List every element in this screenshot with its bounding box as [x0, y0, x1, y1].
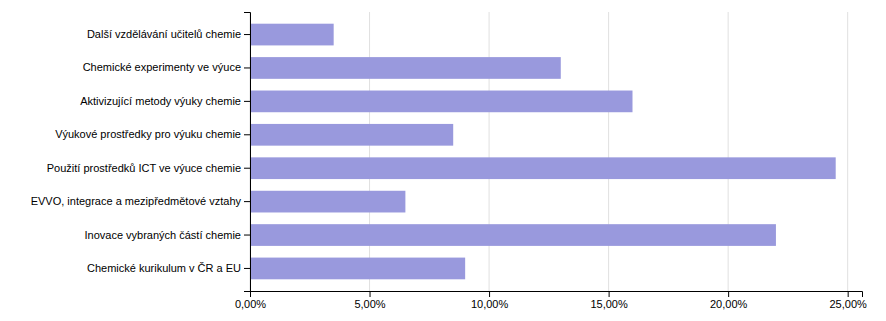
y-tick: Inovace vybraných částí chemie	[84, 229, 250, 241]
y-tick-label: Inovace vybraných částí chemie	[84, 229, 241, 241]
bar	[250, 57, 561, 79]
y-tick-label: EVVO, integrace a mezipředmětové vztahy	[31, 195, 242, 207]
plot: 0,00% 5,00% 10,00% 15,00% 20,00% 25,00% Chemic…	[31, 12, 867, 310]
x-tick: 15,00%	[590, 291, 628, 310]
chart-svg: 0,00% 5,00% 10,00% 15,00% 20,00% 25,00% Chemic…	[0, 0, 886, 321]
bars	[250, 24, 836, 280]
x-tick: 10,00%	[471, 291, 509, 310]
grid-line	[489, 12, 490, 291]
x-tick-label: 10,00%	[471, 298, 509, 310]
y-tick: EVVO, integrace a mezipředmětové vztahy	[31, 195, 250, 207]
y-tick-mark	[244, 235, 250, 236]
x-tick-label: 0,00%	[235, 298, 266, 310]
x-tick-mark	[489, 291, 490, 297]
bar	[250, 157, 836, 179]
y-tick: Aktivizující metody výuky chemie	[80, 95, 250, 107]
y-tick-mark	[244, 34, 250, 35]
bar	[250, 191, 405, 213]
y-tick-label: Chemické experimenty ve výuce	[83, 61, 241, 73]
bar	[250, 91, 633, 113]
y-tick-mark	[244, 201, 250, 202]
bar	[250, 24, 334, 46]
grid-line	[728, 12, 729, 291]
y-tick: Použití prostředků ICT ve výuce chemie	[47, 162, 250, 174]
y-tick-mark	[244, 168, 250, 169]
grid	[250, 12, 848, 291]
x-tick-mark	[728, 291, 729, 297]
y-tick-mark	[244, 101, 250, 102]
y-tick: Výukové prostředky pro výuku chemie	[55, 128, 250, 140]
y-tick-label: Výukové prostředky pro výuku chemie	[55, 128, 241, 140]
x-tick-label: 15,00%	[590, 298, 628, 310]
x-tick-mark	[370, 291, 371, 297]
x-tick-label: 5,00%	[354, 298, 385, 310]
x-tick: 5,00%	[354, 291, 385, 310]
y-tick: Chemické kurikulum v ČR a EU	[87, 262, 250, 274]
y-tick-label: Použití prostředků ICT ve výuce chemie	[47, 162, 241, 174]
x-tick: 0,00%	[235, 291, 266, 310]
grid-line	[608, 12, 609, 291]
grid-line	[369, 12, 370, 291]
x-tick: 20,00%	[710, 291, 748, 310]
x-tick-mark	[609, 291, 610, 297]
x-tick: 25,00%	[830, 291, 868, 310]
chart-container: 0,00% 5,00% 10,00% 15,00% 20,00% 25,00% Chemic…	[0, 0, 886, 321]
y-tick-label: Další vzdělávání učitelů chemie	[87, 28, 241, 40]
y-tick-mark	[244, 67, 250, 68]
x-tick-mark	[848, 291, 849, 297]
bar	[250, 124, 453, 146]
y-axis-line	[244, 13, 251, 292]
bar	[250, 258, 465, 280]
grid-line	[847, 12, 848, 291]
y-axis: Chemické kurikulum v ČR a EU Inovace vybr…	[31, 13, 251, 292]
y-tick-mark	[244, 134, 250, 135]
x-axis: 0,00% 5,00% 10,00% 15,00% 20,00% 25,00%	[235, 291, 867, 310]
x-tick-label: 25,00%	[830, 298, 868, 310]
y-tick: Další vzdělávání učitelů chemie	[87, 28, 250, 40]
y-tick: Chemické experimenty ve výuce	[83, 61, 250, 73]
y-tick-label: Aktivizující metody výuky chemie	[80, 95, 241, 107]
y-tick-mark	[244, 268, 250, 269]
y-tick-label: Chemické kurikulum v ČR a EU	[87, 262, 241, 274]
x-tick-label: 20,00%	[710, 298, 748, 310]
bar	[250, 224, 776, 246]
x-axis-line	[251, 292, 863, 298]
